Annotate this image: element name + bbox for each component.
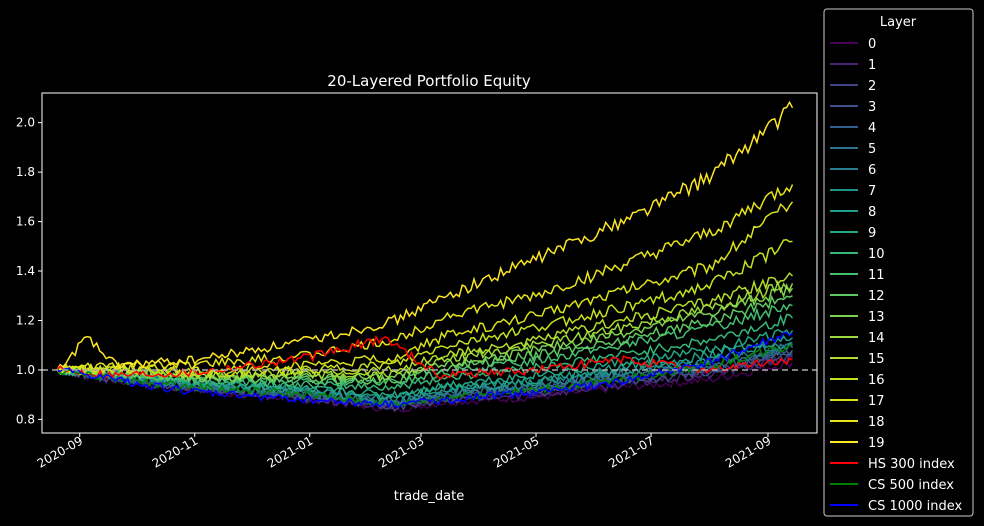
y-tick-label: 1.8 [16, 165, 35, 179]
series-lines [56, 100, 794, 413]
legend-label: 4 [868, 121, 876, 136]
y-tick-label: 1.6 [16, 215, 35, 229]
y-tick-label: 2.0 [16, 116, 35, 130]
series-line-cs-1000-index [56, 331, 794, 409]
legend-label: 14 [868, 331, 885, 346]
legend-label: 19 [868, 436, 885, 451]
chart-title: 20-Layered Portfolio Equity [327, 72, 531, 90]
legend-label: CS 500 index [868, 478, 954, 493]
plot-frame [41, 92, 818, 434]
x-tick-label: 2020-11 [150, 433, 200, 470]
legend-label: 2 [868, 79, 876, 94]
y-tick-label: 1.4 [16, 264, 35, 278]
y-tick-label: 0.8 [16, 412, 35, 426]
x-tick-label: 2020-09 [35, 433, 85, 470]
legend-label: 6 [868, 163, 876, 178]
legend-label: 13 [868, 310, 885, 325]
x-tick-label: 2021-01 [265, 433, 315, 470]
legend-label: 11 [868, 268, 885, 283]
y-axis-ticks: 0.8 1.0 1.2 1.4 1.6 1.8 2.0 [16, 116, 42, 426]
x-tick-label: 2021-05 [491, 433, 541, 470]
legend-label: 15 [868, 352, 885, 367]
legend-label: 17 [868, 394, 885, 409]
series-line-19 [56, 100, 794, 371]
series-line-15 [56, 271, 794, 381]
y-tick-label: 1.0 [16, 363, 35, 377]
series-line-10 [56, 313, 794, 392]
legend-label: 8 [868, 205, 876, 220]
legend-label: 3 [868, 100, 876, 115]
legend-label: 7 [868, 184, 876, 199]
x-tick-label: 2021-09 [723, 433, 773, 470]
legend-label: 1 [868, 58, 876, 73]
series-line-7 [56, 341, 793, 404]
x-tick-label: 2021-03 [376, 433, 426, 470]
legend-label: HS 300 index [868, 457, 955, 472]
legend-label: 18 [868, 415, 885, 430]
x-tick-label: 2021-07 [606, 433, 656, 470]
legend-label: 12 [868, 289, 885, 304]
y-tick-label: 1.2 [16, 313, 35, 327]
legend-label: 10 [868, 247, 885, 262]
x-axis-label: trade_date [394, 489, 464, 504]
legend-label: 9 [868, 226, 876, 241]
legend-title: Layer [880, 15, 917, 30]
x-axis-ticks: 2020-09 2020-11 2021-01 2021-03 2021-05 2021-… [35, 433, 773, 471]
series-line-17 [56, 201, 794, 375]
legend-label: CS 1000 index [868, 499, 963, 514]
legend-label: 5 [868, 142, 876, 157]
legend-label: 0 [868, 37, 876, 52]
series-line-9 [57, 328, 794, 399]
series-line-16 [56, 239, 793, 378]
legend-box [823, 8, 974, 517]
legend-label: 16 [868, 373, 885, 388]
